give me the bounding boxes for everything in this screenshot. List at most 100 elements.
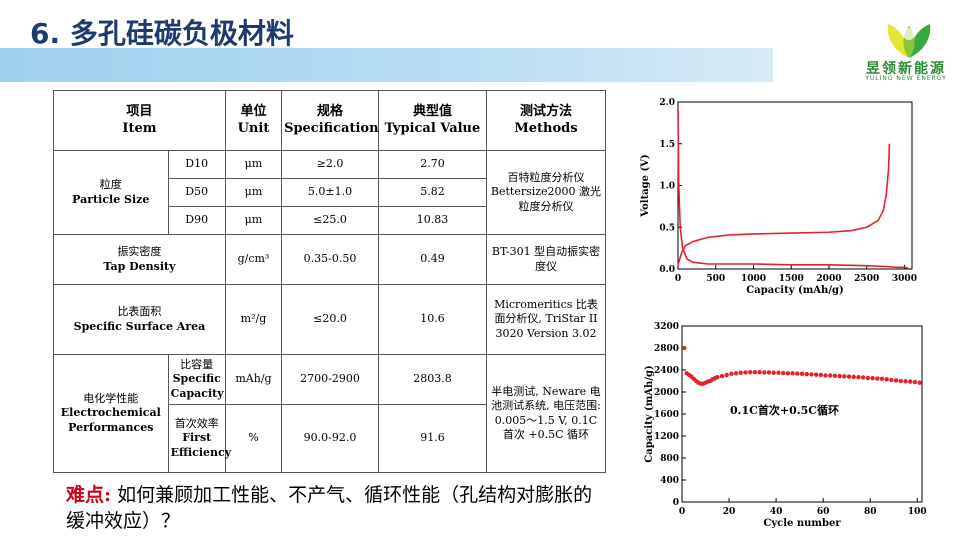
data-point [733,371,739,376]
data-point [771,370,776,375]
difficulty-note: 难点: 如何兼顾加工性能、不产气、循环性能（孔结构对膨胀的缓冲效应）？ [66,482,606,534]
series-line-0 [677,106,909,269]
y-tick-label: 0 [673,498,679,508]
x-tick-label: 0 [675,274,681,284]
data-point [846,374,852,379]
title-band [0,48,773,82]
data-point [860,375,866,380]
data-point [917,380,922,385]
surface-area-method: Micromeritics 比表面分析仪, TriStar II 3020 Ve… [485,284,607,355]
data-point [799,371,805,377]
x-tick-label: 500 [706,274,725,284]
data-point [823,373,828,378]
efficiency-label: 首次效率 First Efficiency [167,404,231,473]
table-cell: 0.35-0.50 [281,234,379,285]
table-cell: μm [224,206,283,235]
header-unit: 单位 Unit [224,90,283,151]
series-line-1 [677,143,891,266]
electrochem-label: 电化学性能 Electrochemical Performances [53,354,169,473]
x-tick-label: 2000 [816,274,841,284]
company-logo [887,24,931,58]
data-point [908,379,913,384]
voltage-capacity-chart: 0 500 1000 1500 2000 2500 3000 0.0 0.5 1.0 1.5 2.0 C… [640,98,917,296]
note-text: 如何兼顾加工性能、不产气、循环性能（孔结构对膨胀的缓冲效应）？ [66,484,593,532]
data-point [738,370,744,375]
data-point [715,374,720,380]
y-tick-label: 2400 [654,366,679,376]
y-tick-label: 2800 [654,344,679,354]
x-tick-label: 3000 [892,274,917,284]
logo-name-en: YULING NEW ENERGY [865,75,947,82]
y-tick-label: 0.0 [659,265,675,275]
header-method: 测试方法 Methods [485,90,607,151]
x-tick-label: 40 [770,507,783,517]
x-tick-label: 60 [817,507,830,517]
chart-annotation: 0.1C首次+0.5C循环 [730,403,839,417]
data-point [795,371,800,376]
data-point [832,373,838,378]
table-cell: ≤20.0 [281,284,379,355]
table-cell: m²/g [224,284,283,355]
y-tick-label: 2.0 [659,98,675,108]
data-point [865,375,871,381]
x-tick-label: 0 [679,507,685,517]
table-cell: D50 [167,178,226,207]
data-point [893,378,899,383]
header-typical: 典型值 Typical Value [378,90,487,151]
table-cell: D90 [167,206,226,235]
x-tick-label: 2500 [854,274,879,284]
tap-density-label: 振实密度 Tap Density [53,234,226,285]
table-cell: g/cm³ [224,234,283,285]
table-cell: 2.70 [378,150,487,179]
data-point [724,372,729,378]
data-point [790,371,795,376]
data-point [743,370,748,375]
surface-area-label: 比表面积 Specific Surface Area [53,284,226,355]
data-point [748,370,753,375]
particle-size-label: 粒度 Particle Size [53,150,169,235]
x-tick-label: 1500 [779,274,804,284]
y-tick-label: 2000 [654,388,679,398]
y-tick-label: 1.0 [659,182,675,192]
data-point [729,371,734,377]
data-point [818,372,824,378]
tap-density-method: BT-301 型自动振实密度仪 [485,234,607,285]
data-point [889,377,894,383]
note-label: 难点: [66,484,112,506]
data-point [856,374,861,380]
data-point [809,372,814,377]
data-point [780,370,786,376]
data-point [837,373,842,379]
data-point [842,374,847,379]
header-item: 项目 Item [53,90,226,151]
data-point [828,373,833,378]
data-point [875,376,880,381]
data-point [804,371,809,377]
data-point [870,376,875,381]
header-spec: 规格 Specification [281,90,379,151]
y-axis-label: Capacity (mAh/g) [644,365,655,462]
table-cell: 91.6 [378,404,487,473]
y-tick-label: 3200 [654,322,679,332]
y-tick-label: 1.5 [659,140,675,150]
slide-title: 6. 多孔硅碳负极材料 [30,17,294,50]
y-tick-label: 1600 [654,410,679,420]
data-point [903,379,908,384]
data-point [776,370,781,375]
data-point [851,374,856,380]
particle-size-method: 百特粒度分析仪 Bettersize2000 激光粒度分析仪 [485,150,607,235]
data-point [785,371,791,376]
table-cell: μm [224,178,283,207]
table-cell: 5.0±1.0 [281,178,379,207]
table-cell: ≤25.0 [281,206,379,235]
data-point [898,378,904,384]
table-cell: D10 [167,150,226,179]
capacity-label: 比容量 Specific Capacity [167,354,226,405]
table-cell: ≥2.0 [281,150,379,179]
y-tick-label: 400 [660,476,679,486]
x-tick-label: 80 [864,507,877,517]
data-point [813,372,819,377]
cycle-capacity-chart: 0 20 40 60 80 100 0 400 800 1200 1600 2000 2400 2800 3… [644,322,927,529]
table-cell: 5.82 [378,178,487,207]
table-cell: 2700-2900 [281,354,379,405]
